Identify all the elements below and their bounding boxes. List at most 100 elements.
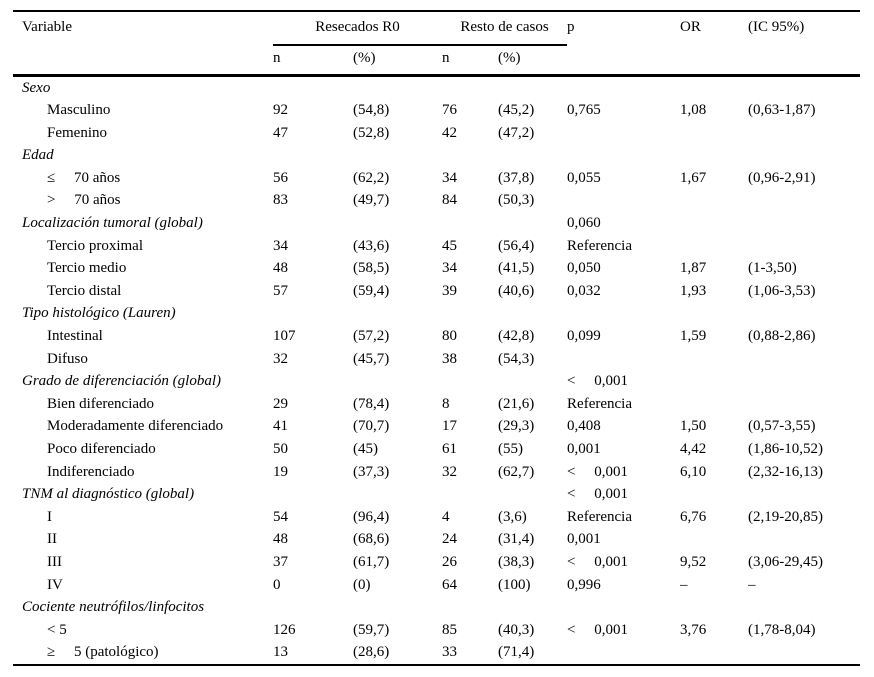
cell-pct2: (62,7) [498,463,535,480]
cell-n1 [273,596,353,619]
cell-pct2: (42,8) [498,328,535,345]
table-row: Femenino 47 (52,8) 42 (47,2) [13,122,860,145]
row-label: ≤ 70 años [47,169,121,186]
cell-pct1 [353,302,442,325]
cell-or [680,212,748,235]
column-subheader-pct1: (%) [353,50,376,66]
cell-p: 0,060 [567,215,601,232]
cell-or [680,75,748,99]
cell-ic [748,596,860,619]
column-header-variable: Variable [22,19,72,35]
cell-or: 6,10 [680,463,707,480]
cell-ic [748,212,860,235]
cell-p [567,348,680,371]
cell-n2: 33 [442,644,458,661]
cell-or: 3,76 [680,621,707,638]
cell-p [567,302,680,325]
cell-p: < 0,001 [567,486,628,503]
cell-or [680,348,748,371]
cell-p [567,596,680,619]
cell-n1: 41 [273,418,288,435]
row-label: Localización tumoral (global) [22,215,203,232]
row-label: I [47,508,52,525]
cell-ic: – [748,576,756,593]
cell-or: 1,50 [680,418,707,435]
cell-p: < 0,001 [567,373,628,390]
cell-n2: 34 [442,260,458,277]
cell-p: Referencia [567,395,632,412]
cell-or [680,235,748,258]
cell-n2: 8 [442,395,450,412]
cell-p: Referencia [567,237,632,254]
cell-pct1 [353,144,442,167]
cell-p: 0,050 [567,260,601,277]
header-row-subcolumns: n (%) n (%) [13,45,860,75]
cell-or: 1,59 [680,328,707,345]
cell-p: 0,408 [567,418,601,435]
cell-n1: 57 [273,282,288,299]
table-row: III 37 (61,7) 26 (38,3) < 0,001 9,52 (3,06-29,4… [13,551,860,574]
cell-pct2: (100) [498,576,531,593]
cell-pct2: (71,4) [498,644,535,661]
cell-pct1: (70,7) [353,418,390,435]
cell-or [680,189,748,212]
table-row: > 70 años 83 (49,7) 84 (50,3) [13,189,860,212]
cell-n2: 85 [442,621,458,638]
cell-n2: 42 [442,124,458,141]
cell-n2 [442,483,498,506]
cell-pct2: (50,3) [498,192,535,209]
cell-n1: 83 [273,192,288,209]
table-row: Edad [13,144,860,167]
column-subheader-n1: n [273,50,281,66]
cell-pct1: (28,6) [353,644,390,661]
cell-n1 [273,302,353,325]
cell-pct1: (58,5) [353,260,390,277]
cell-ic: (1,86-10,52) [748,441,824,457]
table-row: Tercio medio 48 (58,5) 34 (41,5) 0,050 1,87 (1-… [13,257,860,280]
table-row: Masculino 92 (54,8) 76 (45,2) 0,765 1,08 (0,63-… [13,99,860,122]
cell-pct2: (31,4) [498,531,535,548]
cell-or [680,302,748,325]
table-row: Difuso 32 (45,7) 38 (54,3) [13,348,860,371]
table-row: IV 0 (0) 64 (100) 0,996 – – [13,574,860,597]
table-row: Localización tumoral (global) 0,060 [13,212,860,235]
cell-or: 6,76 [680,508,707,525]
cell-pct1: (43,6) [353,237,390,254]
row-label: > 70 años [47,192,121,209]
cell-ic [748,370,860,393]
cell-n1: 19 [273,463,288,480]
cell-ic: (2,19-20,85) [748,508,824,525]
cell-or [680,483,748,506]
cell-n1: 54 [273,508,288,525]
cell-pct1: (37,3) [353,463,390,480]
cell-ic [748,235,860,258]
cell-pct2: (47,2) [498,124,535,141]
cell-or: 9,52 [680,553,707,570]
row-label: Difuso [47,350,88,367]
cell-n2 [442,370,498,393]
table-row: Grado de diferenciación (global) < 0,001 [13,370,860,393]
table-row: Tercio proximal 34 (43,6) 45 (56,4) Referenci… [13,235,860,258]
cell-n1: 92 [273,102,288,119]
cell-or: 1,87 [680,260,707,277]
cell-n1: 56 [273,169,288,186]
cell-pct1: (68,6) [353,531,390,548]
cell-p: 0,996 [567,576,601,593]
cell-pct2 [498,596,567,619]
cell-ic [748,144,860,167]
cell-pct2 [498,144,567,167]
cell-n2: 38 [442,350,458,367]
cell-p: 0,001 [567,441,601,457]
cell-n1: 50 [273,441,288,457]
cell-pct2: (41,5) [498,260,535,277]
row-label: Intestinal [47,328,103,345]
cell-p: 0,001 [567,531,601,548]
cell-pct1: (54,8) [353,102,390,119]
row-label: Grado de diferenciación (global) [22,373,221,390]
cell-pct1: (62,2) [353,169,390,186]
row-label: Bien diferenciado [47,395,155,412]
cell-n1 [273,212,353,235]
cell-or [680,393,748,416]
cell-n2: 84 [442,192,458,209]
cell-p: 0,032 [567,282,601,299]
